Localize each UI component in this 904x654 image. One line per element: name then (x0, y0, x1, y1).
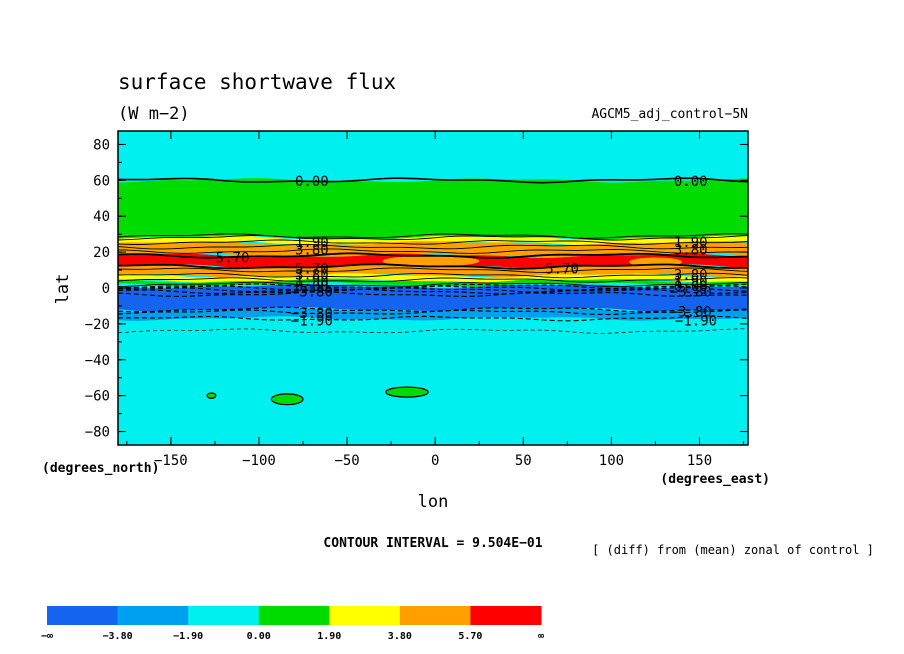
field-island (385, 386, 429, 398)
contour-line-dashed (118, 328, 748, 334)
x-tick-label: 100 (599, 453, 624, 469)
contour-line (118, 263, 748, 270)
contour-line (118, 272, 748, 279)
y-tick-label: 60 (93, 173, 110, 189)
field-island (270, 393, 304, 406)
chart-title: surface shortwave flux (118, 70, 396, 94)
plot-area (118, 131, 748, 445)
contour-label: 3.80 (674, 268, 708, 284)
y-tick-label: 40 (93, 209, 110, 225)
contour-line (118, 177, 748, 184)
contour-line (118, 243, 748, 250)
field-island (206, 392, 217, 399)
field-band (118, 278, 748, 287)
field-band (118, 178, 748, 240)
y-tick-label: −20 (85, 317, 110, 333)
x-axis-title: lon (418, 492, 449, 512)
x-tick-label: 150 (687, 453, 712, 469)
contour-label: 3.80 (295, 242, 329, 258)
y-tick-label: 0 (102, 281, 110, 297)
description-text: [ (diff) from (mean) zonal of control ] (592, 543, 874, 557)
contour-line (118, 252, 748, 259)
contour-label: 1.90 (674, 235, 708, 251)
contour-label: 1.90 (674, 274, 708, 290)
run-label: AGCM5_adj_control−5N (591, 107, 748, 122)
units-label: (W m−2) (118, 104, 190, 124)
contour-label: 3.80 (674, 242, 708, 258)
colorbar-label: −∞ (41, 631, 53, 642)
contour-label: 5.70 (295, 261, 329, 277)
contour-line-dashed (118, 287, 748, 293)
colorbar-label: 0.00 (247, 631, 271, 642)
y-axis-title: lat (53, 274, 73, 305)
x-tick-label: −150 (154, 453, 188, 469)
y-tick-label: 20 (93, 245, 110, 261)
contour-line (118, 267, 748, 273)
contour-label: 5.70 (216, 250, 250, 266)
contour-interval-text: CONTOUR INTERVAL = 9.504E−01 (323, 536, 542, 551)
x-tick-label: −100 (242, 453, 276, 469)
field-band (118, 235, 748, 246)
contour-label: 0.00 (295, 174, 329, 190)
colorbar-label: ∞ (538, 631, 544, 642)
x-units-label: (degrees_east) (660, 472, 770, 487)
colorbar-label: −3.80 (103, 631, 133, 642)
colorbar-label: 1.90 (317, 631, 341, 642)
colorbar-swatch (399, 606, 471, 625)
colorbar-swatch (329, 606, 401, 625)
contour-line (118, 235, 748, 241)
field-patch (382, 255, 480, 267)
field-band (118, 307, 748, 321)
colorbar-swatch (47, 606, 119, 625)
colorbar-swatch (188, 606, 260, 625)
contour-label: 3.80 (295, 268, 329, 284)
colorbar-swatch (117, 606, 189, 625)
contour-label: 5.70 (545, 261, 579, 277)
colorbar-swatch (470, 606, 542, 625)
contour-label: 1.90 (295, 235, 329, 251)
contour-label: −3.80 (670, 285, 712, 301)
y-tick-label: −60 (85, 389, 110, 405)
y-tick-label: −80 (85, 425, 110, 441)
contour-line-dashed (118, 291, 748, 297)
y-tick-label: 80 (93, 137, 110, 153)
contour-line (118, 277, 748, 283)
contour-line-dashed (118, 288, 748, 295)
contour-line-dashed (118, 309, 748, 316)
colorbar-label: −1.90 (173, 631, 203, 642)
colorbar-label: 3.80 (388, 631, 412, 642)
contour-line-dashed (118, 285, 748, 291)
contour-line (118, 281, 748, 288)
contour-line (118, 233, 748, 239)
contour-label: −1.90 (291, 313, 333, 329)
y-units-label: (degrees_north) (42, 461, 159, 476)
contour-label: 0.00 (295, 279, 329, 295)
colorbar: −∞ −3.80 −1.90 0.00 1.90 3.80 5.70 ∞ (41, 606, 544, 642)
x-tick-label: 0 (431, 453, 439, 469)
contour-line (118, 248, 748, 254)
field (118, 131, 748, 445)
contour-label: 0.00 (674, 174, 708, 190)
contour-label: 1.90 (295, 274, 329, 290)
contour-line (118, 239, 748, 245)
contour-label: −3.80 (291, 306, 333, 322)
contour-label: −1.90 (675, 313, 717, 329)
x-tick-label: −50 (334, 453, 359, 469)
contour-labels: 0.00 0.005.705.701.903.80 1.903.805.703.80… (216, 174, 717, 329)
y-tick-label: −40 (85, 353, 110, 369)
colorbar-swatch (258, 606, 330, 625)
contour-label: −3.80 (291, 285, 333, 301)
contour-label: 0.00 (674, 279, 708, 295)
contour-label: −3.80 (670, 304, 712, 320)
colorbar-label: 5.70 (458, 631, 482, 642)
axes: −150 −100 −50 0 50 100 150 80 60 40 20 0 −20 −40 −60 −8… (85, 130, 749, 469)
x-tick-label: 50 (515, 453, 532, 469)
contour-line-dashed (118, 315, 748, 322)
